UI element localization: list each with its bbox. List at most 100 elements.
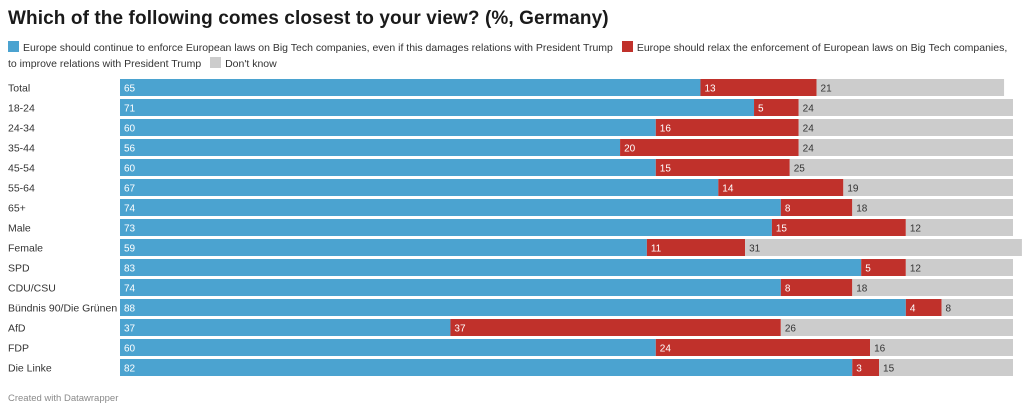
value-label-dont-know-spd: 12	[910, 264, 922, 275]
value-label-dont-know-35-44: 24	[803, 144, 815, 155]
value-label-dont-know-afd: 26	[785, 324, 797, 335]
value-label-enforce-afd: 37	[124, 324, 136, 335]
legend-item-relax: Europe should relax the enforcement of E…	[8, 41, 1008, 70]
value-label-enforce-fdp: 60	[124, 344, 136, 355]
bar-enforce-45-54	[120, 159, 656, 176]
value-label-dont-know-55-64: 19	[847, 184, 859, 195]
bar-dont-know-45-54	[789, 159, 1013, 176]
value-label-enforce-male: 73	[124, 224, 136, 235]
bar-dont-know-fdp	[870, 339, 1013, 356]
legend-item-enforce: Europe should continue to enforce Europe…	[8, 41, 613, 54]
bar-relax-b-ndnis-90-die-gr-nen	[905, 299, 942, 316]
value-label-dont-know-18-24: 24	[803, 104, 815, 115]
value-label-dont-know-cdu-csu: 18	[856, 284, 868, 295]
value-label-enforce-45-54: 60	[124, 164, 136, 175]
bar-dont-know-die-linke	[879, 359, 1013, 376]
legend: Europe should continue to enforce Europe…	[8, 40, 1013, 72]
bar-enforce-65	[120, 199, 781, 216]
value-label-dont-know-24-34: 24	[803, 124, 815, 135]
value-label-relax-male: 15	[776, 224, 788, 235]
value-label-dont-know-female: 31	[749, 244, 761, 255]
bar-relax-total	[700, 79, 817, 96]
value-label-relax-total: 13	[704, 84, 716, 95]
value-label-enforce-cdu-csu: 74	[124, 284, 136, 295]
value-label-dont-know-male: 12	[910, 224, 922, 235]
bar-relax-fdp	[655, 339, 871, 356]
value-label-enforce-35-44: 56	[124, 144, 136, 155]
category-label-55-64: 55-64	[8, 183, 35, 195]
category-label-fdp: FDP	[8, 343, 29, 355]
category-label-35-44: 35-44	[8, 143, 35, 155]
bar-relax-male	[771, 219, 906, 236]
value-label-dont-know-die-linke: 15	[883, 364, 895, 375]
bar-enforce-female	[120, 239, 647, 256]
category-label-65: 65+	[8, 203, 26, 215]
bar-enforce-cdu-csu	[120, 279, 781, 296]
bar-dont-know-35-44	[798, 139, 1013, 156]
bar-dont-know-afd	[780, 319, 1013, 336]
value-label-enforce-total: 65	[124, 84, 136, 95]
value-label-dont-know-fdp: 16	[874, 344, 886, 355]
value-label-relax-female: 11	[651, 244, 662, 255]
legend-swatch-dont-know	[210, 57, 222, 68]
category-label-female: Female	[8, 243, 43, 255]
value-label-enforce-die-linke: 82	[124, 364, 136, 375]
category-label-24-34: 24-34	[8, 123, 35, 135]
legend-label-enforce: Europe should continue to enforce Europe…	[23, 42, 613, 54]
category-label-male: Male	[8, 223, 31, 235]
bar-enforce-fdp	[120, 339, 656, 356]
category-label-afd: AfD	[8, 323, 26, 335]
value-label-relax-24-34: 16	[660, 124, 672, 135]
bar-enforce-die-linke	[120, 359, 853, 376]
legend-label-relax: Europe should relax the enforcement of E…	[8, 42, 1008, 70]
value-label-enforce-24-34: 60	[124, 124, 136, 135]
value-label-relax-b-ndnis-90-die-gr-nen: 4	[910, 304, 916, 315]
bar-enforce-total	[120, 79, 701, 96]
category-label-b-ndnis-90-die-gr-nen: Bündnis 90/Die Grünen	[8, 303, 117, 315]
bar-relax-45-54	[655, 159, 790, 176]
bar-enforce-afd	[120, 319, 451, 336]
chart-title: Which of the following comes closest to …	[8, 8, 609, 29]
value-label-dont-know-65: 18	[856, 204, 868, 215]
bar-relax-24-34	[655, 119, 799, 136]
value-label-dont-know-b-ndnis-90-die-gr-nen: 8	[946, 304, 952, 315]
bar-relax-35-44	[620, 139, 799, 156]
category-label-die-linke: Die Linke	[8, 363, 52, 375]
value-label-relax-cdu-csu: 8	[785, 284, 791, 295]
value-label-enforce-55-64: 67	[124, 184, 136, 195]
bar-enforce-b-ndnis-90-die-gr-nen	[120, 299, 906, 316]
value-label-enforce-female: 59	[124, 244, 136, 255]
value-label-relax-die-linke: 3	[856, 364, 862, 375]
bar-enforce-spd	[120, 259, 862, 276]
bar-relax-18-24	[754, 99, 799, 116]
footer-credit: Created with Datawrapper	[8, 393, 119, 404]
bar-relax-spd	[861, 259, 906, 276]
value-label-relax-afd: 37	[454, 324, 466, 335]
category-label-total: Total	[8, 83, 30, 95]
value-label-relax-spd: 5	[865, 264, 871, 275]
legend-swatch-relax	[621, 41, 633, 52]
category-label-45-54: 45-54	[8, 163, 35, 175]
value-label-enforce-b-ndnis-90-die-gr-nen: 88	[124, 304, 136, 315]
bar-enforce-35-44	[120, 139, 621, 156]
value-label-dont-know-total: 21	[821, 84, 833, 95]
legend-swatch-enforce	[8, 41, 19, 52]
value-label-relax-18-24: 5	[758, 104, 764, 115]
value-label-dont-know-45-54: 25	[794, 164, 806, 175]
value-label-relax-fdp: 24	[660, 344, 672, 355]
bar-enforce-55-64	[120, 179, 719, 196]
value-label-enforce-65: 74	[124, 204, 136, 215]
value-label-enforce-18-24: 71	[124, 104, 136, 115]
legend-item-dont-know: Don't know	[210, 57, 277, 70]
bar-relax-female	[646, 239, 746, 256]
bar-dont-know-65	[852, 199, 1013, 216]
category-label-cdu-csu: CDU/CSU	[8, 283, 56, 295]
value-label-relax-55-64: 14	[722, 184, 734, 195]
value-label-relax-45-54: 15	[660, 164, 672, 175]
value-label-relax-65: 8	[785, 204, 791, 215]
legend-label-dont-know: Don't know	[225, 58, 277, 70]
bar-dont-know-55-64	[843, 179, 1013, 196]
bar-dont-know-male	[905, 219, 1013, 236]
bar-dont-know-cdu-csu	[852, 279, 1013, 296]
